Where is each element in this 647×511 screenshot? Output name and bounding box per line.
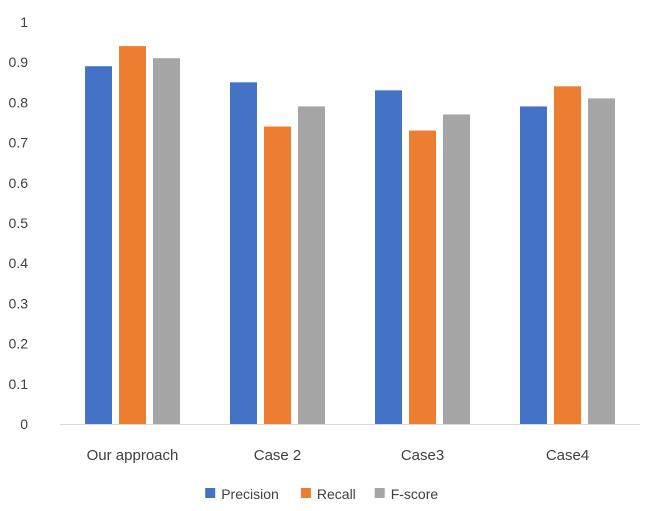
bar-precision (230, 82, 257, 425)
y-tick-label: 0.1 (9, 376, 29, 392)
bar-recall (409, 130, 436, 425)
bar-f-score (443, 114, 470, 425)
x-axis-categories: Our approach Case 2 Case3 Case4 (87, 447, 590, 464)
bars (85, 46, 615, 425)
bar-precision (85, 66, 112, 424)
legend-swatch (374, 488, 385, 498)
y-tick-label: 0 (20, 416, 28, 432)
bar-precision (375, 90, 402, 424)
y-axis-ticks: 0 0.1 0.2 0.3 0.4 0.5 0.6 0.7 0.8 0.9 1 (9, 14, 29, 432)
bar-f-score (153, 58, 180, 425)
bar-f-score (588, 98, 615, 424)
legend-swatch (300, 488, 311, 498)
bar-recall (554, 86, 581, 424)
x-category-label: Case3 (401, 447, 444, 464)
y-tick-label: 0.3 (9, 295, 29, 311)
bar-recall (119, 46, 146, 425)
y-tick-label: 0.8 (9, 94, 29, 110)
y-tick-label: 0.9 (9, 54, 29, 70)
x-category-label: Our approach (87, 447, 179, 464)
y-tick-label: 1 (20, 14, 28, 30)
legend-swatch (205, 488, 216, 498)
bar-f-score (298, 106, 325, 425)
bar-recall (264, 126, 291, 425)
legend-label: F-score (391, 486, 439, 502)
y-tick-label: 0.6 (9, 175, 29, 191)
y-tick-label: 0.7 (9, 135, 29, 151)
y-tick-label: 0.2 (9, 336, 29, 352)
legend: Precision Recall F-score (205, 486, 438, 502)
y-tick-label: 0.4 (9, 255, 29, 271)
x-category-label: Case 2 (254, 447, 302, 464)
y-tick-label: 0.5 (9, 215, 29, 231)
x-category-label: Case4 (546, 447, 589, 464)
bar-precision (520, 106, 547, 425)
legend-label: Recall (317, 486, 356, 502)
legend-label: Precision (221, 486, 279, 502)
